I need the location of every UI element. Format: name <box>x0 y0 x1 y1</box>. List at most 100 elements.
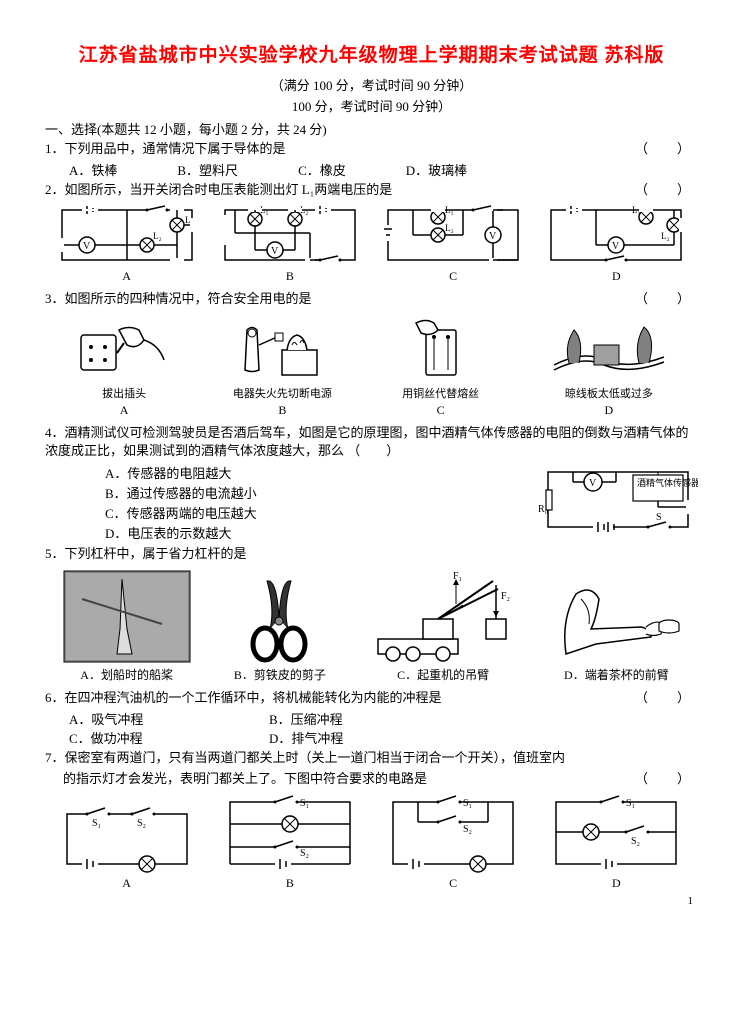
q7-label-b: B <box>286 876 294 891</box>
q2-figures: L₁ L₂ V A <box>45 205 698 284</box>
q1-opt-d: D．玻璃棒 <box>406 160 467 179</box>
q2-circuit-b: L₁ L₂ V <box>220 205 360 284</box>
q4-options: A．传感器的电阻越大 B．通过传感器的电流越小 C．传感器两端的电压越大 D．电… <box>105 462 538 543</box>
q5-cap-c-desc: 起重机的吊臂 <box>417 668 489 682</box>
svg-text:L₂: L₂ <box>661 231 670 241</box>
question-6: 6．在四冲程汽油机的一个工作循环中，将机械能转化为内能的冲程是 （ ） <box>45 689 698 707</box>
fire-cutoff-illustration-icon <box>227 315 337 385</box>
q1-text: 1．下列用品中，通常情况下属于导体的是 <box>45 141 286 156</box>
q5-cap-c-label: C． <box>397 668 417 682</box>
exam-title: 江苏省盐城市中兴实验学校九年级物理上学期期末考试试题 苏科版 <box>45 40 698 67</box>
q6-opt-c: C．做功冲程 <box>69 728 269 747</box>
svg-text:V: V <box>83 241 91 252</box>
q5-cap-a-desc: 划船时的船桨 <box>101 668 173 682</box>
s1-label: S₁ <box>300 798 309 809</box>
q2-text: 2．如图所示，当开关闭合时电压表能测出灯 L₁两端电压的是 <box>45 182 392 197</box>
q5-cap-d-desc: 端着茶杯的前臂 <box>585 668 669 682</box>
svg-text:L₁: L₁ <box>445 205 454 215</box>
svg-text:V: V <box>589 478 597 489</box>
q2-label-d: D <box>612 269 621 284</box>
sensor-label: 酒精气体传感器 <box>637 477 698 488</box>
circuit-diagram-icon: L₁ L₂ V <box>383 205 523 267</box>
q7-circuit-a: S₁ S₂ A <box>57 804 197 891</box>
q1-opt-c: C．橡皮 <box>298 160 346 179</box>
q5-fig-d: D．端着茶杯的前臂 <box>551 569 681 683</box>
q7-circuit-b: S₁ S₂ B <box>220 794 360 891</box>
q5-text: 5．下列杠杆中，属于省力杠杆的是 <box>45 546 247 561</box>
s2-label: S₂ <box>300 848 309 859</box>
q3-cap-d-desc: 晾线板太低或过多 <box>565 385 653 401</box>
q2-label-a: A <box>122 269 131 284</box>
q3-cap-b-desc: 电器失火先切断电源 <box>233 385 332 401</box>
q5-cap-b-desc: 剪铁皮的剪子 <box>254 668 326 682</box>
switch-label: S <box>656 512 662 523</box>
svg-text:L₂: L₂ <box>153 231 162 241</box>
f1-label: F₁ <box>453 571 462 582</box>
q3-cap-a-desc: 拔出插头 <box>102 385 146 401</box>
q3-fig-c: 用铜丝代替熔丝 C <box>386 315 496 418</box>
q6-opt-a: A．吸气冲程 <box>69 709 269 728</box>
circuit-diagram-icon: S₁ S₂ <box>546 794 686 874</box>
q3-cap-d-label: D <box>605 403 614 418</box>
q2-label-b: B <box>286 269 294 284</box>
q7-text2: 的指示灯才会发光，表明门都关上了。下图中符合要求的电路是 <box>63 771 427 786</box>
q5-cap-b-label: B． <box>234 668 254 682</box>
q6-options: A．吸气冲程 C．做功冲程 B．压缩冲程 D．排气冲程 <box>69 709 698 747</box>
q5-figures: A．划船时的船桨 B．剪铁皮的剪子 <box>45 569 698 683</box>
s2-label: S₂ <box>137 818 146 829</box>
q4-opt-c: C．传感器两端的电压越大 <box>105 503 538 522</box>
question-4: 4．酒精测试仪可检测驾驶员是否酒后驾车，如图是它的原理图，图中酒精气体传感器的电… <box>45 424 698 460</box>
q7-circuit-d: S₁ S₂ D <box>546 794 686 891</box>
q6-opt-b: B．压缩冲程 <box>269 709 469 728</box>
f2-label: F₂ <box>501 591 510 602</box>
q5-fig-c: F₁ F₂ C．起重机的吊臂 <box>368 569 518 683</box>
q4-body: A．传感器的电阻越大 B．通过传感器的电流越小 C．传感器两端的电压越大 D．电… <box>45 462 698 543</box>
q7-figures: S₁ S₂ A <box>45 794 698 891</box>
svg-text:V: V <box>271 246 279 257</box>
q1-options: A．铁棒 B．塑料尺 C．橡皮 D．玻璃棒 <box>69 160 698 179</box>
question-2: 2．如图所示，当开关闭合时电压表能测出灯 L₁两端电压的是 （ ） <box>45 181 698 199</box>
circuit-diagram-icon: L₁ L₂ V <box>546 205 686 267</box>
q3-cap-c-desc: 用铜丝代替熔丝 <box>402 385 479 401</box>
section-1-header: 一、选择(本题共 12 小题，每小题 2 分，共 24 分) <box>45 119 698 138</box>
page-number: 1 <box>688 895 694 907</box>
answer-blank: （ ） <box>635 770 698 788</box>
svg-text:L₂: L₂ <box>445 223 454 233</box>
q5-cap-a-label: A． <box>80 668 101 682</box>
exam-page: 江苏省盐城市中兴实验学校九年级物理上学期期末考试试题 苏科版 （满分 100 分… <box>0 0 743 917</box>
q7-label-a: A <box>122 876 131 891</box>
q3-cap-a-label: A <box>120 403 129 418</box>
q3-fig-a: 拔出插头 A <box>69 315 179 418</box>
q2-circuit-c: L₁ L₂ V <box>383 205 523 284</box>
q7-circuit-c: S₁ S₂ C <box>383 794 523 891</box>
q3-fig-d: 晾线板太低或过多 D <box>544 315 674 418</box>
q2-label-c: C <box>449 269 457 284</box>
q5-cap-d-label: D． <box>564 668 585 682</box>
q5-fig-a: A．划船时的船桨 <box>62 569 192 683</box>
q3-fig-b: 电器失火先切断电源 B <box>227 315 337 418</box>
question-7-line2: 的指示灯才会发光，表明门都关上了。下图中符合要求的电路是 （ ） <box>63 770 698 788</box>
q4-opt-a: A．传感器的电阻越大 <box>105 463 538 482</box>
q3-cap-b-label: B <box>278 403 286 418</box>
q4-opt-d: D．电压表的示数越大 <box>105 523 538 542</box>
crane-illustration-icon: F₁ F₂ <box>368 569 518 664</box>
q4-opt-b: B．通过传感器的电流越小 <box>105 483 538 502</box>
s1-label: S₁ <box>92 818 101 829</box>
q7-text1: 7．保密室有两道门，只有当两道门都关上时（关上一道门相当于闭合一个开关），值班室… <box>45 750 565 765</box>
alcohol-sensor-circuit-icon: R₀ V 酒精气体传感器 S <box>538 462 698 537</box>
q3-text: 3．如图所示的四种情况中，符合安全用电的是 <box>45 291 312 306</box>
circuit-diagram-icon: S₁ S₂ <box>220 794 360 874</box>
q2-circuit-a: L₁ L₂ V A <box>57 205 197 284</box>
scissors-illustration-icon <box>225 569 335 664</box>
q1-opt-b: B．塑料尺 <box>177 160 238 179</box>
q6-opt-d: D．排气冲程 <box>269 728 469 747</box>
q5-fig-b: B．剪铁皮的剪子 <box>225 569 335 683</box>
score-time-1: （满分 100 分，考试时间 90 分钟） <box>45 75 698 94</box>
answer-blank: （ ） <box>635 181 698 199</box>
s2-label: S₂ <box>463 824 472 835</box>
wire-overload-illustration-icon <box>544 315 674 385</box>
question-3: 3．如图所示的四种情况中，符合安全用电的是 （ ） <box>45 290 698 308</box>
answer-blank: （ ） <box>347 443 399 458</box>
answer-blank: （ ） <box>635 290 698 308</box>
copper-fuse-illustration-icon <box>386 315 496 385</box>
